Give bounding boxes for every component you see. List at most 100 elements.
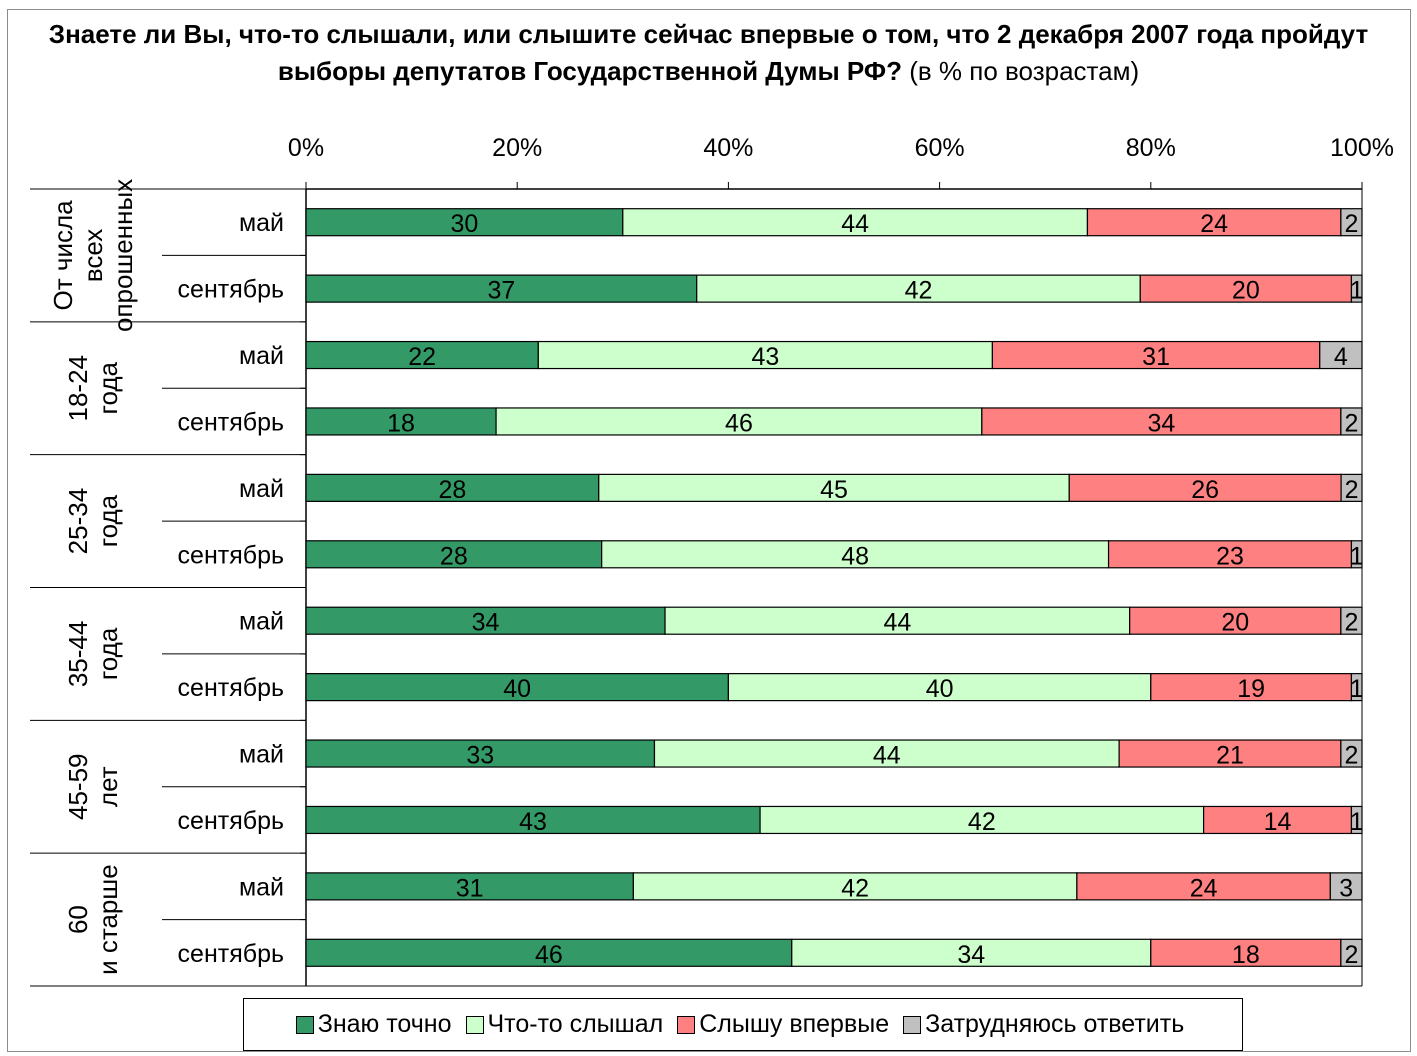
data-label: 34	[472, 609, 500, 637]
row-label: май	[239, 741, 284, 769]
data-label: 43	[751, 343, 779, 371]
legend: Знаю точно Что-то слышал Слышу впервые Затр…	[243, 998, 1243, 1051]
group-label: 45-59лет	[63, 754, 123, 821]
bar-segment	[305, 340, 539, 370]
bar-segment	[1350, 540, 1363, 569]
bar-segment	[1340, 606, 1363, 635]
data-label: 28	[440, 542, 468, 570]
group-label: 25-34года	[63, 488, 123, 555]
x-tick-label: 60%	[915, 134, 965, 162]
legend-swatch	[295, 1015, 314, 1034]
x-tick-label: 0%	[288, 134, 324, 162]
bar-segment	[1202, 805, 1353, 835]
data-label: 23	[1216, 542, 1244, 570]
data-label: 2	[1345, 476, 1359, 504]
bar-segment	[1340, 473, 1363, 502]
bar-segment	[1139, 274, 1353, 303]
bar-segment	[622, 208, 1089, 237]
chart-frame	[7, 9, 1411, 1052]
data-label: 44	[883, 609, 911, 637]
data-label: 24	[1200, 210, 1228, 238]
data-label: 1	[1350, 808, 1364, 836]
row-label: сентябрь	[178, 408, 284, 436]
data-label: 24	[1190, 874, 1218, 902]
legend-item: Слышу впервые	[677, 1010, 889, 1039]
group-label: 35-44года	[63, 621, 123, 688]
row-label: май	[239, 475, 284, 503]
legend-label: Знаю точно	[317, 1010, 452, 1038]
bar-segment	[727, 673, 1152, 702]
bar-segment	[305, 938, 793, 967]
data-label: 19	[1237, 675, 1265, 703]
row-label: май	[239, 873, 284, 901]
data-label: 34	[1147, 409, 1175, 437]
bar-segment	[664, 606, 1131, 635]
bar-segment	[537, 340, 993, 370]
data-label: 2	[1344, 210, 1358, 238]
stacked-bar-chart: 0% 20% 40% 60% 80% 100% От числавсехопрошенных…	[30, 134, 1394, 987]
data-label: 46	[725, 409, 753, 437]
data-label: 34	[957, 941, 985, 969]
data-label: 18	[387, 409, 415, 437]
data-label: 42	[841, 874, 869, 902]
legend-label: Затрудняюсь ответить	[925, 1010, 1185, 1038]
data-label: 42	[968, 808, 996, 836]
data-label: 31	[1142, 343, 1170, 371]
data-label: 42	[905, 277, 933, 305]
bar-segment	[305, 407, 497, 436]
data-label: 43	[519, 808, 547, 836]
data-label: 2	[1344, 941, 1358, 969]
bar-segment	[1350, 274, 1363, 303]
data-label: 45	[820, 476, 848, 504]
bar-segment	[1340, 739, 1363, 768]
bar-segment	[495, 407, 983, 436]
data-label: 30	[450, 210, 478, 238]
row-label: сентябрь	[178, 541, 284, 569]
data-label: 1	[1350, 277, 1364, 305]
data-label: 2	[1344, 409, 1358, 437]
chart-title-bold: Знаете ли Вы, что-то слышали, или слышит…	[48, 19, 1369, 86]
x-tick-label: 80%	[1126, 134, 1176, 162]
bar-segment	[305, 872, 634, 901]
group-label: 18-24года	[63, 355, 123, 422]
data-label: 18	[1232, 941, 1260, 969]
bar-segment	[1340, 938, 1363, 967]
data-label: 40	[503, 675, 531, 703]
legend-label: Что-то слышал	[487, 1010, 664, 1038]
data-label: 2	[1344, 742, 1358, 770]
row-label: сентябрь	[178, 940, 284, 968]
data-label: 46	[535, 941, 563, 969]
data-label: 21	[1216, 742, 1244, 770]
data-label: 44	[873, 742, 901, 770]
row-label: май	[239, 342, 284, 370]
bar-segment	[696, 274, 1141, 303]
data-label: 20	[1232, 277, 1260, 305]
legend-swatch	[677, 1015, 696, 1034]
legend-item: Затрудняюсь ответить	[903, 1010, 1184, 1039]
data-label: 40	[926, 675, 954, 703]
data-label: 28	[438, 476, 466, 504]
bar-segment	[598, 473, 1070, 502]
bar-segment	[1329, 872, 1363, 901]
bar-segment	[1340, 407, 1363, 436]
row-label: сентябрь	[178, 674, 284, 702]
data-label: 2	[1344, 609, 1358, 637]
legend-swatch	[903, 1015, 922, 1034]
bar-segment	[1076, 872, 1331, 901]
row-label: май	[239, 209, 284, 237]
data-label: 26	[1191, 476, 1219, 504]
data-label: 22	[408, 343, 436, 371]
legend-swatch	[465, 1015, 484, 1034]
group-label: 60и старше	[63, 864, 123, 975]
bar-segment	[305, 473, 600, 502]
row-label: сентябрь	[178, 276, 284, 304]
chart-title-rest: (в % по возрастам)	[901, 56, 1140, 86]
x-tick-label: 40%	[703, 134, 753, 162]
data-label: 1	[1350, 675, 1364, 703]
data-label: 44	[841, 210, 869, 238]
x-tick-label: 20%	[492, 134, 542, 162]
bar-segment	[1319, 340, 1363, 370]
bar-segment	[1150, 938, 1342, 967]
row-label: сентябрь	[178, 807, 284, 835]
data-label: 1	[1350, 542, 1364, 570]
